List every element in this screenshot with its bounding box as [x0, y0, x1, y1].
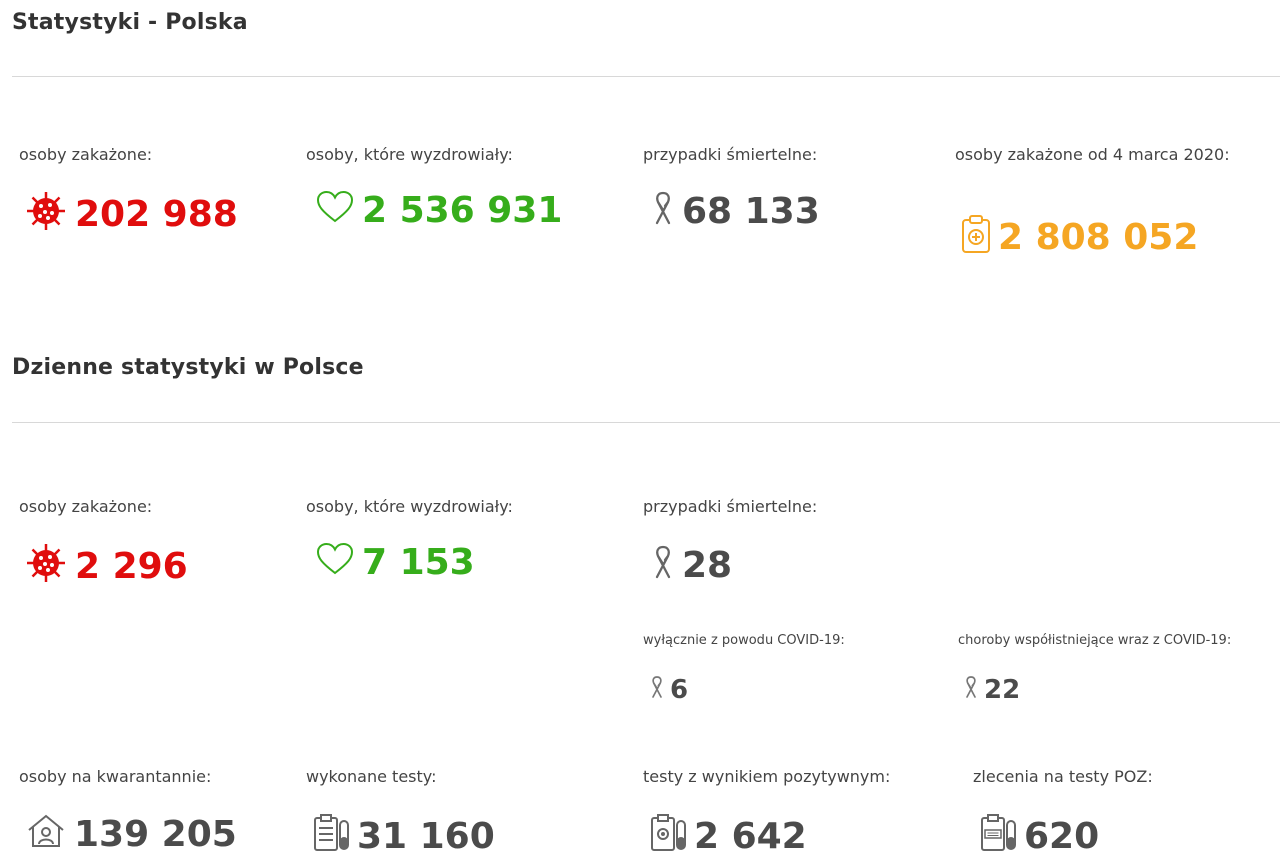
infected-stat: 202 988 [25, 190, 238, 239]
daily-infected-label: osoby zakażone: [19, 497, 153, 516]
positive-tests-value: 2 642 [694, 815, 807, 857]
section-title-daily: Dzienne statystyki w Polsce [12, 355, 364, 380]
heart-icon [316, 542, 354, 583]
ribbon-icon [650, 190, 676, 233]
tests-value: 31 160 [357, 815, 495, 857]
daily-recovered-value: 7 153 [362, 541, 475, 583]
ribbon-icon [648, 675, 666, 704]
recovered-label: osoby, które wyzdrowiały: [306, 145, 513, 164]
divider [12, 422, 1280, 423]
total-infected-stat: 2 808 052 [960, 214, 1198, 261]
deaths-stat: 68 133 [650, 190, 820, 233]
daily-recovered-label: osoby, które wyzdrowiały: [306, 497, 513, 516]
house-person-icon [26, 813, 66, 856]
heart-icon [316, 190, 354, 231]
deaths-label: przypadki śmiertelne: [643, 145, 818, 164]
daily-deaths-value: 28 [682, 544, 733, 586]
total-infected-label: osoby zakażone od 4 marca 2020: [955, 145, 1230, 164]
poz-test-icon [980, 813, 1018, 860]
ribbon-icon [962, 675, 980, 704]
positive-tests-stat: 2 642 [650, 813, 807, 860]
daily-infected-value: 2 296 [75, 545, 188, 587]
daily-recovered-stat: 7 153 [316, 542, 475, 583]
infected-label: osoby zakażone: [19, 145, 153, 164]
covid-only-label: wyłącznie z powodu COVID-19: [643, 633, 845, 648]
quarantine-stat: 139 205 [26, 813, 237, 856]
divider [12, 76, 1280, 77]
comorbid-label: choroby współistniejące wraz z COVID-19: [958, 633, 1232, 648]
deaths-value: 68 133 [682, 190, 820, 232]
tests-label: wykonane testy: [306, 767, 437, 786]
tests-stat: 31 160 [313, 813, 495, 860]
poz-stat: 620 [980, 813, 1099, 860]
poz-label: zlecenia na testy POZ: [973, 767, 1153, 786]
daily-infected-stat: 2 296 [25, 542, 188, 591]
recovered-stat: 2 536 931 [316, 190, 562, 231]
virus-icon [25, 542, 67, 591]
test-search-icon [650, 813, 688, 860]
virus-icon [25, 190, 67, 239]
daily-deaths-stat: 28 [650, 544, 732, 587]
daily-deaths-label: przypadki śmiertelne: [643, 497, 818, 516]
section-title-poland: Statystyki - Polska [12, 10, 248, 35]
clipboard-medical-icon [960, 214, 992, 261]
poz-value: 620 [1024, 815, 1100, 857]
comorbid-value: 22 [984, 674, 1021, 705]
ribbon-icon [650, 544, 676, 587]
test-clipboard-icon [313, 813, 351, 860]
covid-only-stat: 6 [648, 675, 688, 704]
comorbid-stat: 22 [962, 675, 1020, 704]
recovered-value: 2 536 931 [362, 189, 563, 231]
total-infected-value: 2 808 052 [998, 216, 1199, 258]
positive-tests-label: testy z wynikiem pozytywnym: [643, 767, 891, 786]
quarantine-label: osoby na kwarantannie: [19, 767, 212, 786]
covid-only-value: 6 [670, 674, 689, 705]
infected-value: 202 988 [75, 193, 238, 235]
quarantine-value: 139 205 [74, 813, 237, 855]
